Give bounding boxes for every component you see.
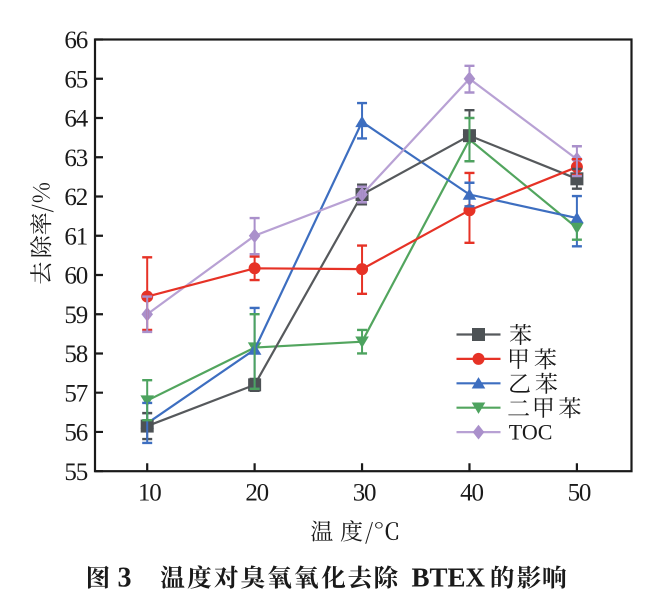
svg-text:57: 57 xyxy=(64,380,87,407)
svg-text:58: 58 xyxy=(64,341,87,368)
svg-text:63: 63 xyxy=(64,145,87,172)
svg-text:62: 62 xyxy=(64,184,87,211)
svg-text:30: 30 xyxy=(353,480,376,507)
svg-text:3: 3 xyxy=(118,563,132,594)
svg-text:BTEX: BTEX xyxy=(412,563,486,593)
svg-text:59: 59 xyxy=(64,302,87,329)
svg-text:56: 56 xyxy=(64,420,87,447)
svg-text:64: 64 xyxy=(64,106,88,133)
svg-text:61: 61 xyxy=(64,223,87,250)
svg-text:TOC: TOC xyxy=(509,419,553,444)
svg-text:20: 20 xyxy=(245,480,268,507)
svg-text:60: 60 xyxy=(64,263,87,290)
svg-text:50: 50 xyxy=(568,480,591,507)
svg-text:55: 55 xyxy=(64,459,87,486)
svg-text:66: 66 xyxy=(64,27,87,54)
svg-text:65: 65 xyxy=(64,66,87,93)
svg-text:10: 10 xyxy=(138,480,161,507)
svg-text:40: 40 xyxy=(460,480,483,507)
